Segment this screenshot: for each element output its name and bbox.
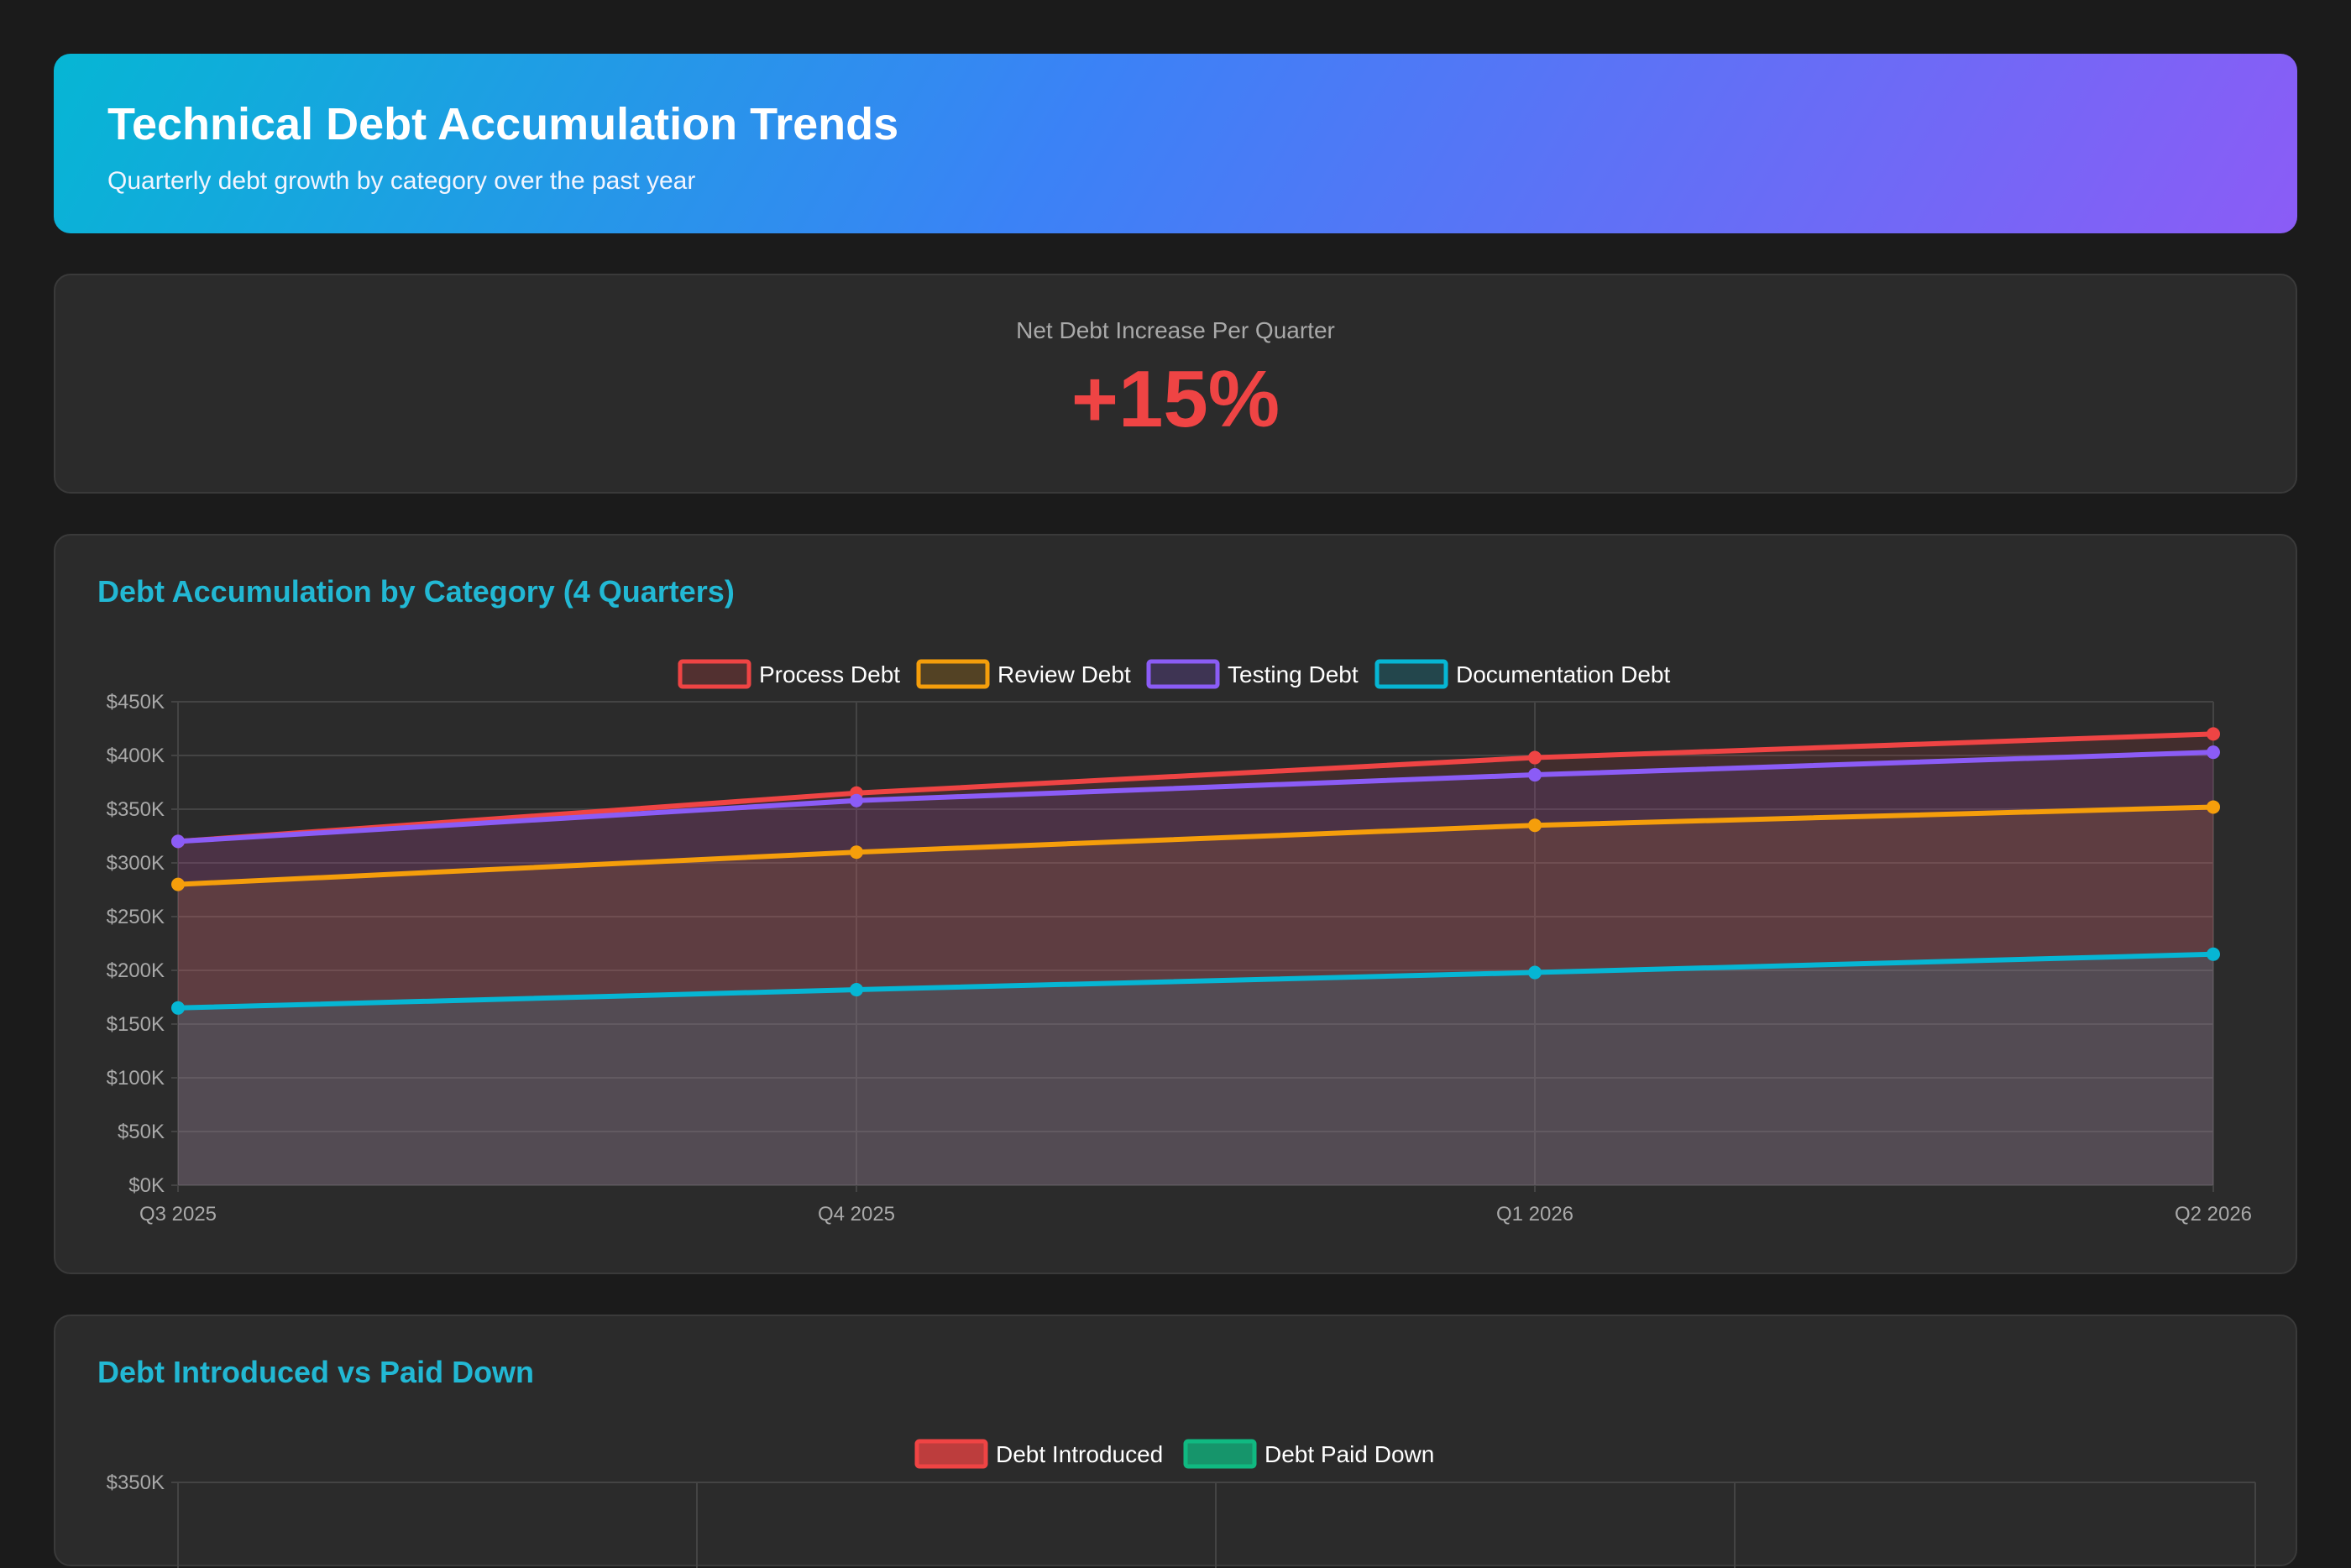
legend-swatch <box>1146 659 1220 689</box>
debt-introduced-chart-card: Debt Introduced vs Paid Down $350K Debt I… <box>54 1315 2297 1568</box>
y-tick-label: $450K <box>107 691 165 713</box>
x-tick-label: Q3 2025 <box>139 1203 217 1226</box>
kpi-label: Net Debt Increase Per Quarter <box>1016 317 1335 343</box>
data-point <box>1528 768 1542 782</box>
series-area <box>178 734 2213 1185</box>
legend-label: Debt Paid Down <box>1265 1441 1434 1467</box>
legend-swatch <box>678 659 751 689</box>
debt-accumulation-chart: $0K $50K $100K $150K $200K $250K $300K $350K $40… <box>107 659 2252 1226</box>
data-point <box>1528 965 1542 980</box>
page-title: Technical Debt Accumulation Trends <box>107 99 899 149</box>
page-subtitle: Quarterly debt growth by category over t… <box>107 166 696 195</box>
legend-swatch <box>916 659 990 689</box>
y-tick-label: $200K <box>107 959 165 982</box>
x-tick-label: Q2 2026 <box>2175 1203 2252 1226</box>
x-tick-label: Q4 2025 <box>818 1203 895 1226</box>
y-tick-label: $0K <box>128 1174 165 1197</box>
data-point <box>2207 727 2220 741</box>
y-tick-label: $150K <box>107 1013 165 1036</box>
x-tick-label: Q1 2026 <box>1496 1203 1573 1226</box>
legend-label: Review Debt <box>997 661 1131 687</box>
y-tick-label: $400K <box>107 745 165 767</box>
debt-accumulation-chart-card: Debt Accumulation by Category (4 Quarter… <box>54 534 2297 1274</box>
series-line <box>177 804 2214 887</box>
page-header: Technical Debt Accumulation Trends Quart… <box>54 54 2297 233</box>
data-point <box>850 983 863 997</box>
data-point <box>850 845 863 860</box>
legend-label: Debt Introduced <box>996 1441 1163 1467</box>
data-point <box>171 1001 185 1015</box>
legend-label: Documentation Debt <box>1456 661 1670 687</box>
series-line <box>177 750 2214 844</box>
series-area <box>178 807 2213 1185</box>
y-tick-label: $300K <box>107 852 165 875</box>
y-tick-label: $350K <box>107 1471 165 1494</box>
kpi-value: +15% <box>1071 354 1280 444</box>
legend-label: Testing Debt <box>1228 661 1359 687</box>
data-point <box>2207 947 2220 961</box>
data-point <box>1528 750 1542 765</box>
legend-swatch <box>1183 1439 1257 1469</box>
data-point <box>2207 745 2220 760</box>
chart-title: Debt Accumulation by Category (4 Quarter… <box>97 574 735 609</box>
y-tick-label: $350K <box>107 798 165 821</box>
data-point <box>2207 800 2220 814</box>
series-area <box>178 954 2213 1185</box>
y-tick-label: $250K <box>107 906 165 928</box>
legend-swatch <box>914 1439 988 1469</box>
data-point <box>171 834 185 849</box>
data-point <box>1528 818 1542 833</box>
series-line <box>177 731 2214 844</box>
y-tick-label: $50K <box>118 1121 165 1143</box>
legend-swatch <box>1374 659 1448 689</box>
legend-label: Process Debt <box>759 661 900 687</box>
y-tick-label: $100K <box>107 1067 165 1090</box>
data-point <box>171 877 185 891</box>
debt-introduced-chart: $350K Debt Introduced Debt Paid Down <box>107 1439 2256 1568</box>
kpi-card: Net Debt Increase Per Quarter +15% <box>54 274 2297 494</box>
chart-title: Debt Introduced vs Paid Down <box>97 1355 535 1389</box>
series-line <box>177 951 2214 1011</box>
data-point <box>850 793 863 808</box>
